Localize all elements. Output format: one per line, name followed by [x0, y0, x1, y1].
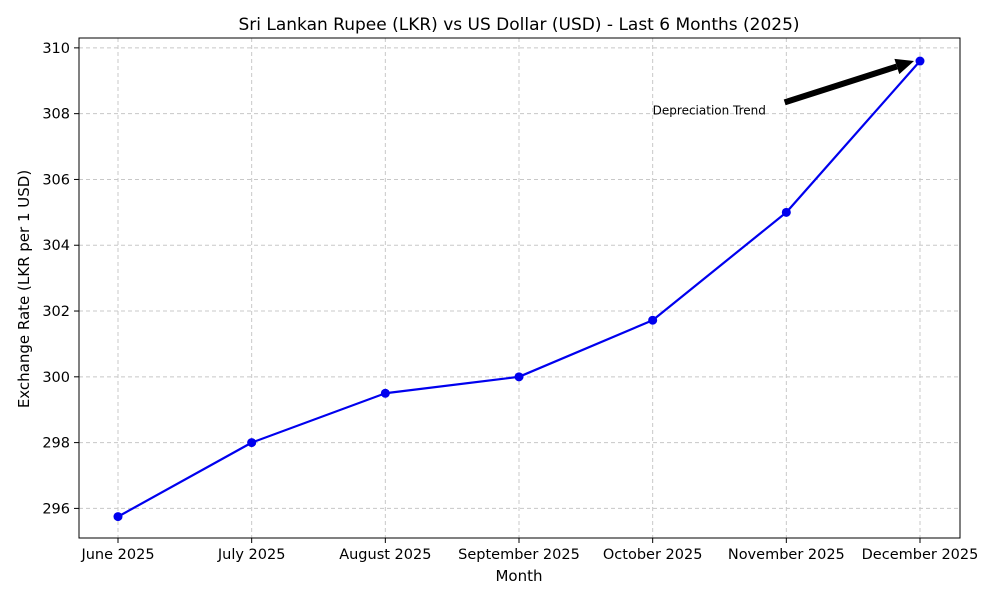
grid [79, 38, 960, 538]
x-tick-label: December 2025 [862, 547, 979, 563]
series-line-group [113, 56, 925, 522]
x-tick-label: September 2025 [458, 547, 580, 563]
y-axis-label: Exchange Rate (LKR per 1 USD) [15, 170, 33, 408]
annotation-arrow-shaft [783, 63, 898, 106]
data-point [915, 56, 925, 66]
data-point [380, 388, 390, 398]
data-point [648, 315, 658, 325]
annotation-label: Depreciation Trend [653, 103, 766, 117]
data-point [113, 512, 123, 522]
annotation-group: Depreciation Trend [653, 58, 914, 117]
y-tick-label: 298 [42, 436, 70, 452]
x-axis-label: Month [495, 567, 542, 585]
y-tick-label: 304 [42, 238, 70, 254]
x-tick-label: November 2025 [728, 547, 845, 563]
y-tick-label: 310 [42, 41, 70, 57]
plot-frame [78, 37, 961, 539]
data-point [514, 372, 524, 382]
data-point [247, 438, 257, 448]
axis-ticks: June 2025 July 2025 August 2025 September 2… [42, 41, 978, 563]
x-tick-label: August 2025 [339, 547, 431, 563]
annotation-arrow-head [894, 58, 914, 75]
data-point [781, 207, 791, 217]
y-tick-label: 302 [42, 304, 70, 320]
y-tick-label: 296 [42, 501, 70, 517]
x-tick-label: July 2025 [217, 547, 286, 563]
y-tick-label: 306 [42, 172, 70, 188]
y-tick-label: 308 [42, 107, 70, 123]
x-tick-label: October 2025 [603, 547, 703, 563]
x-tick-label: June 2025 [80, 547, 154, 563]
y-tick-label: 300 [42, 370, 70, 386]
chart-title: Sri Lankan Rupee (LKR) vs US Dollar (USD… [238, 15, 799, 35]
